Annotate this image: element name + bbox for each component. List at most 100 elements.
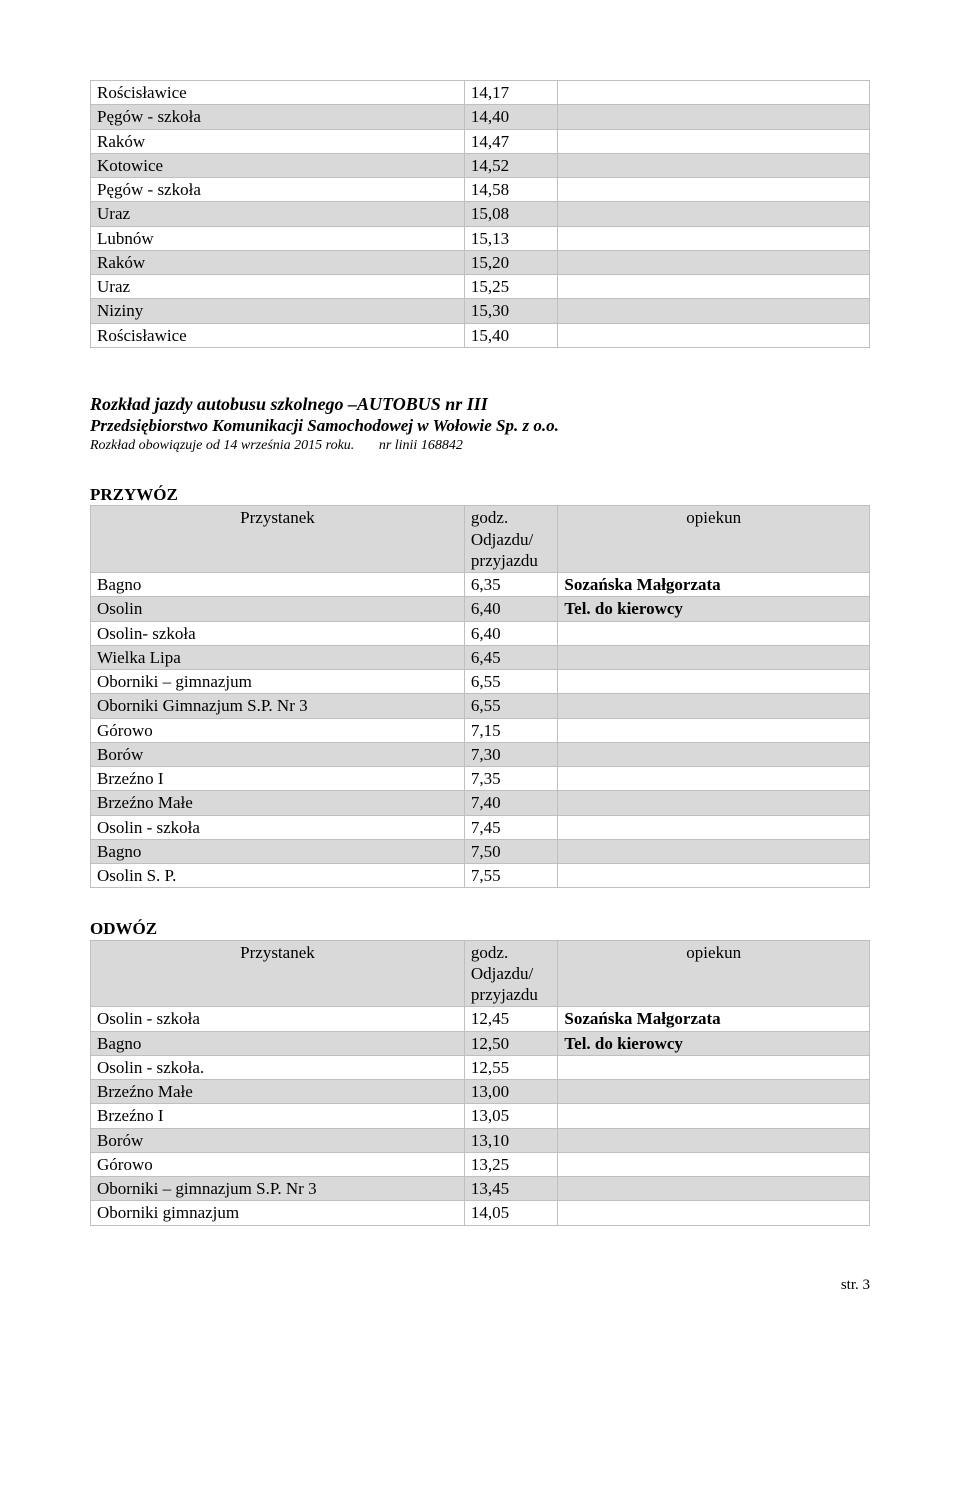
table-row: Osolin- szkoła6,40	[91, 621, 870, 645]
stop-cell: Osolin - szkoła.	[91, 1055, 465, 1079]
stop-cell: Osolin- szkoła	[91, 621, 465, 645]
table-row: Górowo7,15	[91, 718, 870, 742]
table-row: Wielka Lipa6,45	[91, 645, 870, 669]
time-cell: 14,40	[464, 105, 557, 129]
time-cell: 12,50	[464, 1031, 557, 1055]
stop-cell: Raków	[91, 129, 465, 153]
stop-cell: Lubnów	[91, 226, 465, 250]
header-stop: Przystanek	[91, 506, 465, 573]
table-row: Brzeźno I13,05	[91, 1104, 870, 1128]
opiekun-cell	[558, 815, 870, 839]
header-time: godz.Odjazdu/przyjazdu	[464, 940, 557, 1007]
time-cell: 14,47	[464, 129, 557, 153]
stop-cell: Bagno	[91, 839, 465, 863]
opiekun-cell	[558, 1152, 870, 1176]
table-row: Oborniki gimnazjum14,05	[91, 1201, 870, 1225]
time-cell: 7,50	[464, 839, 557, 863]
stop-cell: Raków	[91, 250, 465, 274]
time-cell: 6,55	[464, 670, 557, 694]
table-row: Lubnów15,13	[91, 226, 870, 250]
time-cell: 15,13	[464, 226, 557, 250]
table-row: Brzeźno I7,35	[91, 767, 870, 791]
table-row: Raków15,20	[91, 250, 870, 274]
bus-note-right: nr linii 168842	[379, 438, 463, 453]
stop-cell: Wielka Lipa	[91, 645, 465, 669]
table-row: Brzeźno Małe13,00	[91, 1080, 870, 1104]
opiekun-cell	[558, 670, 870, 694]
opiekun-cell	[558, 1055, 870, 1079]
time-cell: 14,52	[464, 153, 557, 177]
stop-cell: Brzeźno Małe	[91, 1080, 465, 1104]
opiekun-cell	[558, 718, 870, 742]
stop-cell: Borów	[91, 1128, 465, 1152]
stop-cell: Kotowice	[91, 153, 465, 177]
table-row: Uraz15,25	[91, 275, 870, 299]
table-header-row: Przystanekgodz.Odjazdu/przyjazduopiekun	[91, 506, 870, 573]
table-row: Niziny15,30	[91, 299, 870, 323]
table-row: Borów7,30	[91, 742, 870, 766]
opiekun-cell	[558, 105, 870, 129]
opiekun-cell	[558, 1080, 870, 1104]
stop-cell: Brzeźno Małe	[91, 791, 465, 815]
stop-cell: Osolin - szkoła	[91, 815, 465, 839]
time-cell: 14,05	[464, 1201, 557, 1225]
stop-cell: Oborniki – gimnazjum	[91, 670, 465, 694]
opiekun-cell: Tel. do kierowcy	[558, 1031, 870, 1055]
stop-cell: Górowo	[91, 1152, 465, 1176]
stop-cell: Pęgów - szkoła	[91, 178, 465, 202]
stop-cell: Osolin S. P.	[91, 864, 465, 888]
page-number: str. 3	[90, 1276, 870, 1295]
time-cell: 14,17	[464, 81, 557, 105]
time-cell: 7,55	[464, 864, 557, 888]
stop-cell: Brzeźno I	[91, 767, 465, 791]
table-row: Rościsławice14,17	[91, 81, 870, 105]
time-cell: 15,08	[464, 202, 557, 226]
time-cell: 15,20	[464, 250, 557, 274]
stop-cell: Uraz	[91, 202, 465, 226]
opiekun-cell	[558, 129, 870, 153]
opiekun-cell	[558, 275, 870, 299]
przywoz-table: Przystanekgodz.Odjazdu/przyjazduopiekunB…	[90, 505, 870, 888]
table-row: Borów13,10	[91, 1128, 870, 1152]
opiekun-cell	[558, 299, 870, 323]
odwoz-table: Przystanekgodz.Odjazdu/przyjazduopiekunO…	[90, 940, 870, 1226]
time-cell: 13,05	[464, 1104, 557, 1128]
opiekun-cell: Tel. do kierowcy	[558, 597, 870, 621]
table-row: Oborniki Gimnazjum S.P. Nr 36,55	[91, 694, 870, 718]
time-cell: 7,30	[464, 742, 557, 766]
opiekun-cell: Sozańska Małgorzata	[558, 1007, 870, 1031]
table-row: Oborniki – gimnazjum6,55	[91, 670, 870, 694]
table-row: Pęgów - szkoła14,58	[91, 178, 870, 202]
opiekun-cell	[558, 645, 870, 669]
table-row: Bagno12,50Tel. do kierowcy	[91, 1031, 870, 1055]
stop-cell: Borów	[91, 742, 465, 766]
table-row: Osolin6,40Tel. do kierowcy	[91, 597, 870, 621]
time-cell: 15,25	[464, 275, 557, 299]
odwoz-heading: ODWÓZ	[90, 918, 870, 939]
header-opiekun: opiekun	[558, 940, 870, 1007]
time-cell: 7,45	[464, 815, 557, 839]
opiekun-cell	[558, 791, 870, 815]
stop-cell: Brzeźno I	[91, 1104, 465, 1128]
stop-cell: Osolin	[91, 597, 465, 621]
table-row: Uraz15,08	[91, 202, 870, 226]
stop-cell: Górowo	[91, 718, 465, 742]
opiekun-cell	[558, 226, 870, 250]
opiekun-cell	[558, 153, 870, 177]
bus-subtitle: Przedsiębiorstwo Komunikacji Samochodowe…	[90, 415, 870, 436]
stop-cell: Bagno	[91, 573, 465, 597]
opiekun-cell	[558, 323, 870, 347]
time-cell: 6,45	[464, 645, 557, 669]
table-row: Brzeźno Małe7,40	[91, 791, 870, 815]
opiekun-cell	[558, 202, 870, 226]
opiekun-cell	[558, 742, 870, 766]
stop-cell: Rościsławice	[91, 81, 465, 105]
table-row: Bagno7,50	[91, 839, 870, 863]
table-row: Osolin - szkoła12,45Sozańska Małgorzata	[91, 1007, 870, 1031]
opiekun-cell	[558, 81, 870, 105]
header-time: godz.Odjazdu/przyjazdu	[464, 506, 557, 573]
przywoz-heading: PRZYWÓZ	[90, 484, 870, 505]
opiekun-cell	[558, 864, 870, 888]
stop-cell: Osolin - szkoła	[91, 1007, 465, 1031]
table-row: Osolin - szkoła7,45	[91, 815, 870, 839]
